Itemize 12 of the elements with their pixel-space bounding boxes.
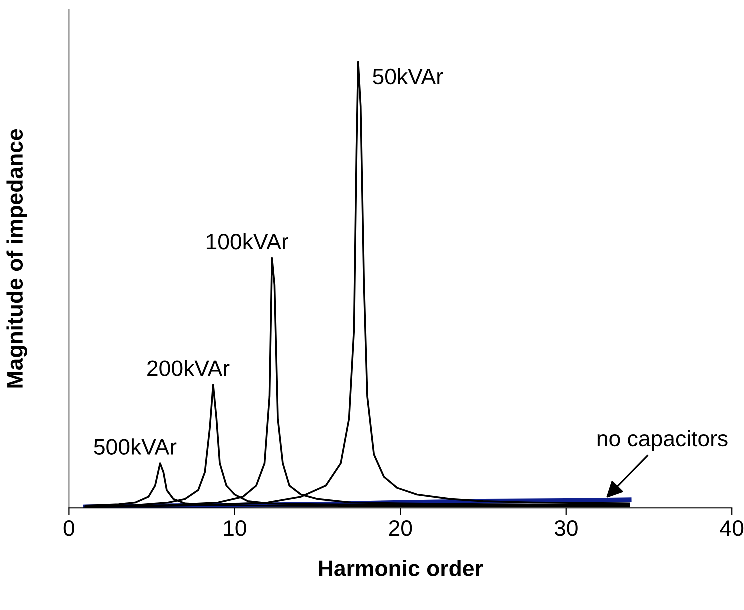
x-tick-label: 0 (64, 520, 75, 536)
x-axis-title: Harmonic order (319, 560, 484, 576)
x-tick-label: 40 (720, 520, 744, 536)
text: no capacitors (598, 430, 728, 452)
series-label: 500kVAr (94, 438, 177, 455)
x-tick-label: 30 (554, 520, 578, 536)
series-label: 100kVAr (206, 233, 289, 250)
x-tick-label: 20 (389, 520, 412, 536)
y-axis-title: Magnitude of impedance (6, 129, 28, 388)
series-label: 200kVAr (148, 360, 230, 376)
series-label: 50kVAr (373, 68, 444, 85)
x-tick-label: 10 (224, 520, 246, 536)
